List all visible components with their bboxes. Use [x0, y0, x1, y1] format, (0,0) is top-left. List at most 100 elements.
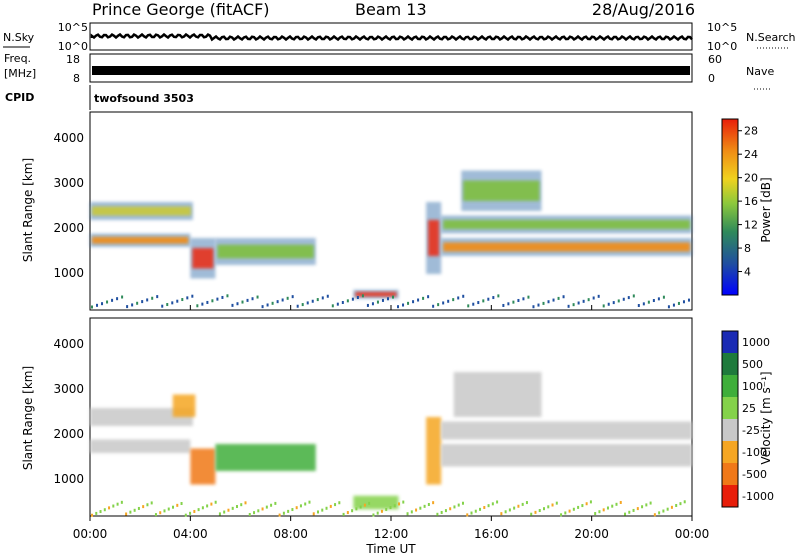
power-speckle	[672, 303, 675, 307]
velocity-colorbar-tick-label: -500	[742, 468, 767, 481]
power-speckle	[281, 298, 284, 302]
velocity-speckle	[248, 512, 251, 516]
power-speckle	[527, 295, 530, 299]
velocity-speckle	[282, 511, 285, 515]
velocity-bands	[90, 372, 692, 517]
velocity-speckle	[359, 505, 362, 509]
velocity-speckle	[577, 505, 580, 509]
velocity-speckle	[675, 503, 678, 507]
velocity-speckle	[108, 506, 111, 510]
velocity-speckle	[150, 501, 153, 505]
power-speckle	[321, 296, 324, 300]
velocity-speckle	[517, 504, 520, 508]
power-speckle	[326, 294, 329, 298]
power-speckle	[622, 297, 625, 301]
nsky-panel-frame	[89, 22, 693, 51]
velocity-speckle	[325, 506, 328, 510]
power-colorbar-tick-label: 20	[744, 172, 758, 185]
velocity-speckle	[235, 505, 238, 509]
power-speckle	[627, 296, 630, 300]
velocity-speckle	[568, 509, 571, 513]
power-speckle	[331, 304, 334, 308]
power-speckle	[487, 297, 490, 301]
power-speckle	[376, 300, 379, 304]
velocity-colorbar-tick-label: -25	[742, 424, 760, 437]
freq-tick-high: 18	[66, 53, 80, 66]
power-speckle	[652, 299, 655, 303]
power-speckle	[632, 294, 635, 298]
velocity-colorbar-tick-label: 25	[742, 402, 756, 415]
velocity-speckle	[581, 504, 584, 508]
power-speckle	[91, 305, 93, 309]
velocity-colorbar-tick-label: -1000	[742, 490, 774, 503]
velocity-speckle	[287, 509, 290, 513]
velocity-ytick-4000: 4000	[53, 337, 84, 351]
velocity-speckle	[466, 513, 469, 517]
velocity-speckle	[312, 512, 315, 516]
power-speckle	[502, 303, 505, 307]
velocity-speckle	[415, 508, 418, 512]
x-tick-label: 00:00	[73, 527, 108, 541]
power-speckle	[141, 300, 144, 304]
power-speckle	[552, 298, 555, 302]
power-speckle	[417, 298, 420, 302]
velocity-speckle	[525, 501, 528, 505]
velocity-speckle	[103, 508, 106, 512]
power-speckle	[497, 294, 500, 298]
power-speckle	[346, 299, 349, 303]
power-ytick-1000: 1000	[53, 266, 84, 280]
velocity-speckle	[402, 500, 405, 504]
velocity-speckle	[628, 510, 631, 514]
power-speckle	[422, 296, 425, 300]
nave-label: Nave	[746, 65, 774, 78]
velocity-speckle	[551, 503, 554, 507]
power-speckle	[161, 304, 164, 308]
power-speckle	[507, 302, 510, 306]
x-axis-label: Time UT	[365, 542, 416, 554]
velocity-region	[441, 421, 692, 440]
velocity-speckle	[453, 505, 456, 509]
power-speckle	[336, 302, 339, 306]
power-region	[443, 220, 690, 229]
power-speckle	[216, 297, 219, 301]
velocity-speckle	[624, 512, 627, 516]
power-speckle	[392, 295, 394, 299]
power-speckle	[592, 296, 595, 300]
velocity-speckle	[444, 509, 447, 513]
power-speckle	[482, 299, 485, 303]
velocity-region	[172, 394, 196, 417]
power-region	[217, 244, 314, 259]
power-speckle	[96, 303, 99, 307]
nave-tick-low: 0	[708, 72, 715, 85]
power-speckle	[366, 303, 369, 307]
power-speckle	[597, 294, 600, 298]
velocity-speckle	[479, 507, 482, 511]
nsky-tick-high: 10^5	[58, 21, 88, 34]
power-colorbar-tick-label: 24	[744, 148, 758, 161]
velocity-colorbar-tick-label: 100	[742, 380, 763, 393]
power-speckle	[462, 294, 465, 298]
power-speckle	[457, 296, 460, 300]
velocity-speckle	[218, 512, 221, 516]
velocity-speckle	[483, 506, 486, 510]
nsearch-tick-low: 10^0	[707, 40, 737, 53]
power-speckle	[151, 296, 154, 300]
nsky-line	[90, 32, 693, 42]
velocity-speckle	[658, 511, 661, 515]
velocity-colorbar-swatch	[722, 397, 738, 420]
velocity-speckle	[257, 509, 260, 513]
velocity-speckle	[662, 509, 665, 513]
velocity-speckle	[534, 510, 537, 514]
velocity-speckle	[125, 512, 128, 516]
power-speckle	[607, 302, 610, 306]
power-speckle	[562, 295, 565, 299]
velocity-region	[441, 444, 692, 467]
velocity-speckle	[594, 512, 597, 516]
nsearch-label: N.Search	[746, 31, 796, 44]
date-title: 28/Aug/2016	[592, 0, 695, 19]
velocity-speckle	[253, 511, 256, 515]
power-speckle	[637, 304, 640, 308]
power-region	[92, 206, 191, 216]
velocity-speckle	[636, 507, 639, 511]
power-speckle	[286, 296, 289, 300]
